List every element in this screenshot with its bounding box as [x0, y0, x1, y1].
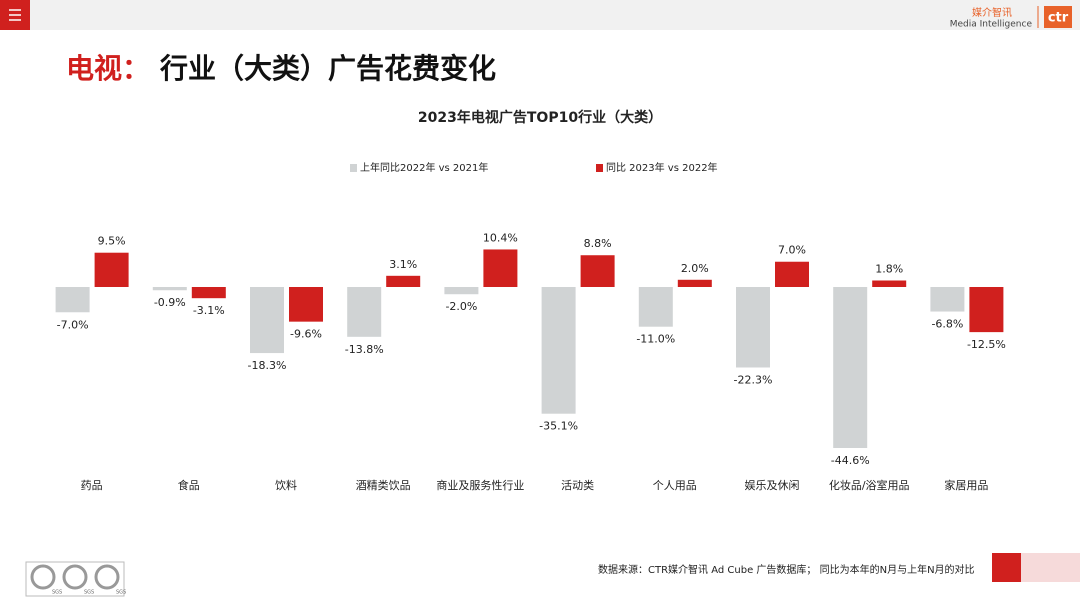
- bar: [444, 287, 479, 295]
- bar: [250, 287, 284, 354]
- x-tick-label: 酒精类饮品: [356, 478, 411, 492]
- bar: [736, 287, 770, 368]
- data-label: 10.4%: [483, 231, 518, 244]
- data-label: -35.1%: [539, 420, 578, 433]
- slide-title-prefix: 电视：: [66, 52, 150, 85]
- data-label: -12.5%: [967, 338, 1006, 351]
- source-note: 数据来源：CTR媒介智讯 Ad Cube 广告数据库； 同比为本年的N月与上年N…: [598, 563, 975, 576]
- bar: [677, 279, 712, 287]
- bar: [347, 287, 382, 337]
- data-label: -18.3%: [248, 359, 287, 372]
- data-label: -44.6%: [831, 454, 870, 467]
- x-tick-label: 商业及服务性行业: [436, 478, 524, 492]
- badge-label: SGS: [116, 590, 126, 596]
- bar: [833, 287, 868, 449]
- chart-title: 2023年电视广告TOP10行业（大类）: [418, 109, 662, 126]
- bar: [930, 287, 965, 312]
- x-tick-label: 饮料: [275, 478, 297, 492]
- data-label: 2.0%: [681, 262, 709, 275]
- footer-block: [992, 553, 1021, 582]
- footer-band: [1021, 553, 1080, 582]
- data-label: 1.8%: [875, 263, 903, 276]
- bar: [541, 287, 576, 414]
- data-label: 9.5%: [98, 235, 126, 248]
- data-label: -13.8%: [345, 343, 384, 356]
- x-tick-label: 家居用品: [944, 478, 988, 492]
- data-label: -11.0%: [636, 333, 675, 346]
- badge-label: SGS: [52, 590, 62, 596]
- data-label: -0.9%: [154, 296, 186, 309]
- legend-label: 同比 2023年 vs 2022年: [606, 161, 718, 174]
- bar: [55, 287, 90, 313]
- bar: [386, 275, 421, 287]
- bar: [775, 261, 809, 287]
- logo-box: [1044, 6, 1072, 28]
- data-label: 8.8%: [584, 237, 612, 250]
- bar: [152, 287, 187, 291]
- data-label: -2.0%: [445, 300, 477, 313]
- badge-icons: [30, 564, 120, 590]
- legend-swatch: [350, 164, 357, 172]
- logo-cn: 媒介智讯: [972, 6, 1012, 19]
- badge-label: SGS: [84, 590, 94, 596]
- menu-icon: [9, 9, 21, 21]
- bar: [872, 280, 907, 287]
- legend-label: 上年同比2022年 vs 2021年: [360, 161, 488, 174]
- bar: [638, 287, 673, 327]
- x-tick-label: 个人用品: [653, 479, 697, 492]
- data-label: -9.6%: [290, 328, 322, 341]
- slide-title: 行业（大类）广告花费变化: [159, 52, 496, 85]
- data-label: 7.0%: [778, 244, 806, 257]
- badge-frame: [25, 561, 125, 597]
- bar: [580, 255, 615, 287]
- x-tick-label: 娱乐及休闲: [745, 478, 800, 492]
- bar: [483, 249, 518, 287]
- legend-swatch: [596, 164, 603, 172]
- x-tick-label: 食品: [178, 478, 200, 492]
- data-label: -6.8%: [931, 318, 963, 331]
- top-bar: [0, 0, 1080, 30]
- data-label: -22.3%: [734, 374, 773, 387]
- logo-mark: ctr: [1048, 11, 1069, 26]
- x-tick-label: 药品: [81, 479, 103, 492]
- logo-en: Media Intelligence: [950, 20, 1033, 30]
- bar: [191, 287, 226, 299]
- x-tick-label: 活动类: [561, 478, 594, 492]
- data-label: -7.0%: [57, 318, 89, 331]
- data-label: -3.1%: [193, 304, 225, 317]
- bar: [969, 287, 1004, 333]
- bar: [289, 287, 323, 322]
- data-label: 3.1%: [389, 258, 417, 271]
- x-tick-label: 化妆品/浴室用品: [829, 478, 910, 492]
- bar: [94, 252, 129, 287]
